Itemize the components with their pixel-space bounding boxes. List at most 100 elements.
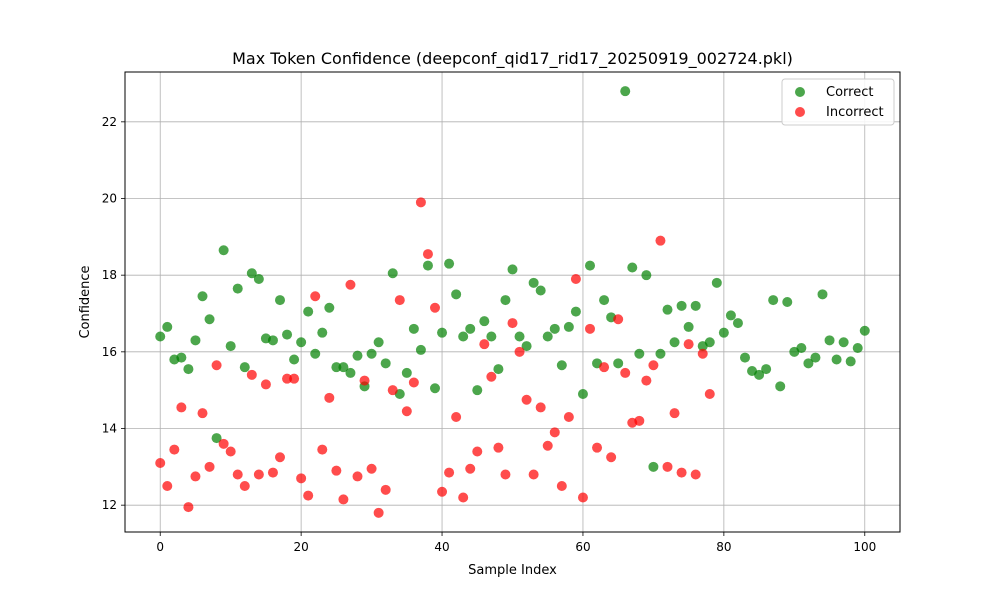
data-point-incorrect [239,481,250,491]
data-point-correct [838,337,849,348]
data-point-correct [711,277,722,288]
data-point-correct [380,358,391,369]
data-point-correct [444,258,455,269]
data-point-incorrect [479,339,490,350]
data-point-correct [845,356,856,367]
legend-marker-correct [795,87,805,97]
data-point-incorrect [592,442,603,453]
data-point-correct [204,314,215,325]
data-point-correct [317,327,328,338]
data-point-correct [732,318,743,329]
x-tick-label: 100 [853,540,876,554]
data-point-correct [282,329,293,340]
data-point-incorrect [514,346,525,357]
data-point-incorrect [683,339,694,350]
data-point-correct [761,364,772,375]
data-point-correct [627,262,638,273]
data-point-correct [239,362,250,373]
data-point-incorrect [563,412,574,422]
data-point-incorrect [253,469,264,480]
data-point-incorrect [690,469,701,480]
data-point-correct [373,337,384,348]
data-point-correct [585,260,595,271]
data-point-incorrect [577,492,588,503]
data-point-correct [754,369,765,380]
data-point-incorrect [204,461,215,472]
data-point-correct [486,331,497,342]
data-point-incorrect [310,291,321,302]
data-point-incorrect [331,465,342,476]
data-point-correct [458,331,469,342]
data-point-incorrect [486,371,497,382]
data-point-correct [162,321,173,332]
data-point-correct [338,362,349,373]
x-tick-label: 60 [575,540,590,554]
data-point-correct [810,352,821,363]
data-point-correct [852,343,863,353]
data-point-incorrect [394,295,405,306]
data-point-correct [817,289,828,300]
x-tick-label: 20 [293,540,308,554]
legend: Correct Incorrect [781,78,895,126]
data-point-correct [310,348,321,359]
legend-label-correct: Correct [826,85,873,100]
data-point-incorrect [387,385,398,396]
data-point-correct [246,268,257,279]
data-point-correct [599,295,610,306]
data-point-incorrect [458,492,469,503]
y-axis-label: Confidence [78,265,93,338]
data-point-incorrect [211,360,222,371]
data-point-correct [704,337,715,348]
data-point-correct [331,362,342,373]
data-point-correct [775,381,786,392]
data-point-incorrect [585,323,595,334]
data-point-incorrect [176,402,187,413]
data-point-incorrect [373,507,384,518]
data-point-incorrect [430,302,440,313]
plot-frame [124,71,901,533]
data-point-correct [176,352,187,363]
x-tick-label: 80 [716,540,731,554]
data-point-incorrect [345,279,356,290]
data-point-correct [422,260,433,271]
y-tick-label: 12 [102,498,117,512]
data-point-incorrect [366,463,377,474]
y-axis-ticks: 12 14 16 18 20 22 [102,115,125,512]
data-point-correct [542,331,553,342]
data-point-incorrect [599,362,610,373]
data-point-correct [570,306,581,317]
data-point-incorrect [493,442,504,453]
data-point-incorrect [669,408,680,419]
data-point-correct [465,323,476,334]
data-point-correct [190,335,201,346]
data-point-incorrect [620,367,631,378]
data-point-correct [345,367,356,378]
data-point-incorrect [648,360,659,371]
data-point-incorrect [380,484,391,495]
data-point-correct [507,264,518,275]
data-point-incorrect [190,471,201,482]
data-point-correct [690,300,701,311]
data-point-incorrect [183,502,194,513]
data-point-correct [725,310,736,321]
data-point-correct [493,364,504,375]
x-axis-ticks: 0 20 40 60 80 100 [156,532,876,554]
data-point-incorrect [296,473,307,484]
data-point-incorrect [655,235,666,246]
data-point-incorrect [317,444,328,455]
data-point-correct [718,327,729,338]
data-point-correct [437,327,448,338]
data-point-correct [831,354,842,365]
data-point-correct [211,433,222,444]
data-point-incorrect [260,379,271,390]
data-point-correct [352,350,363,361]
data-point-incorrect [267,467,278,478]
data-point-correct [662,304,673,315]
legend-marker-incorrect [795,107,805,117]
data-point-incorrect [282,373,293,384]
data-point-incorrect [570,274,581,284]
data-point-correct [634,348,645,359]
chart-title: Max Token Confidence (deepconf_qid17_rid… [232,49,793,69]
data-point-correct [669,337,680,348]
